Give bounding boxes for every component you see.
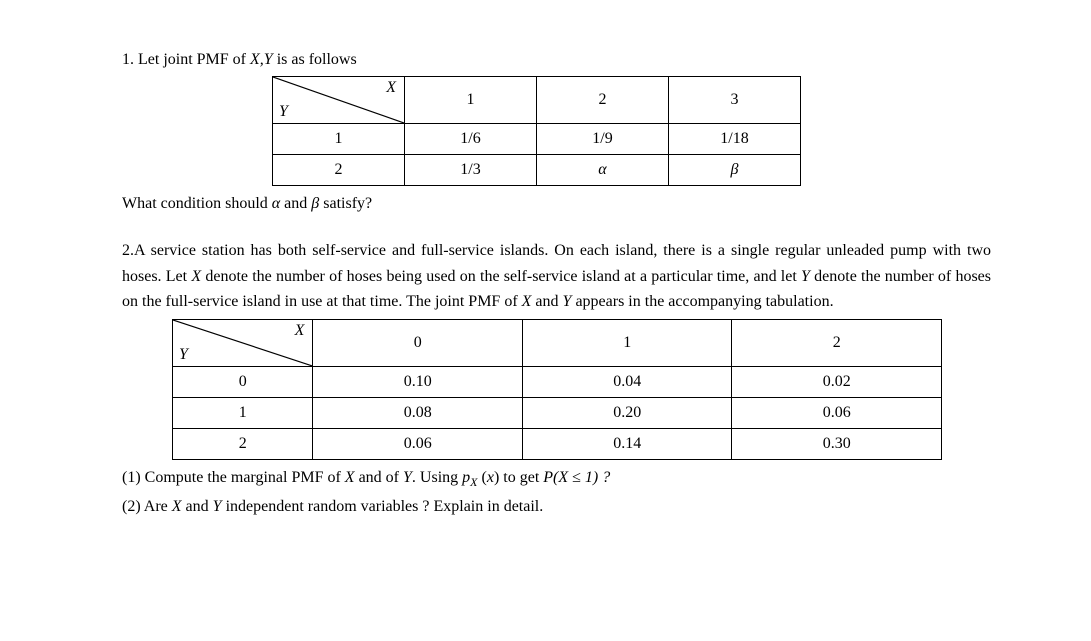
q2-intro-2: denote the number of hoses being used on… [201,268,801,285]
q2-p2-b: X [172,498,182,515]
q2-table: X Y 0 1 2 0 0.10 0.04 0.02 1 0.08 0.20 0… [172,319,942,460]
q2-row0-c0: 0.10 [313,366,523,397]
q2-p1-b: X [345,469,355,486]
q2-p1-a: (1) Compute the marginal PMF of [122,469,345,486]
q2-row2-y: 2 [173,428,313,459]
q2-row1-y: 1 [173,397,313,428]
q2-row2-c1: 0.14 [522,428,732,459]
q2-p1-px-x: x [487,469,494,486]
q2-row0-c1: 0.04 [522,366,732,397]
q1-prompt-prefix: 1. Let joint PMF of [122,51,250,68]
q2-row0-y: 0 [173,366,313,397]
diagonal-line-icon [273,77,404,123]
q1-row-0: 1 1/6 1/9 1/18 [273,124,801,155]
q1-header-row: X Y 1 2 3 [273,77,801,124]
q1-header-y: Y [279,103,288,121]
spacer [122,220,991,238]
q1-cond-suffix: satisfy? [319,195,372,212]
diagonal-line-icon [173,320,312,366]
q2-part1: (1) Compute the marginal PMF of X and of… [122,466,991,491]
q1-row0-y: 1 [273,124,405,155]
q1-diag-header: X Y [273,77,405,124]
q1-row1-c0: 1/3 [405,155,537,186]
q2-part2: (2) Are X and Y independent random varia… [122,495,991,519]
q2-intro-1: X [191,268,201,285]
q2-row0-c2: 0.02 [732,366,942,397]
q1-prompt-suffix: is as follows [273,51,357,68]
q2-intro-3: Y [801,268,810,285]
q2-x-level-0: 0 [313,319,523,366]
q1-cond-and: and [280,195,311,212]
q2-p1-px-open: ( [478,469,487,486]
q1-row0-c1: 1/9 [537,124,669,155]
q1-x-level-1: 2 [537,77,669,124]
q1-x-level-0: 1 [405,77,537,124]
q2-p1-c: and of [355,469,403,486]
q2-p2-a: (2) Are [122,498,172,515]
q2-diag-header: X Y [173,319,313,366]
q2-header-x: X [295,322,305,340]
q2-row-2: 2 0.06 0.14 0.30 [173,428,942,459]
q2-x-level-2: 2 [732,319,942,366]
q1-cond-alpha: α [272,195,280,212]
q2-row1-c0: 0.08 [313,397,523,428]
q2-p1-d: Y [403,469,412,486]
q2-intro-5: X [522,293,532,310]
q2-p1-px-p: p [462,469,470,486]
q2-row-0: 0 0.10 0.04 0.02 [173,366,942,397]
q2-row2-c2: 0.30 [732,428,942,459]
q2-row-1: 1 0.08 0.20 0.06 [173,397,942,428]
q1-prompt-vars: X,Y [250,51,273,68]
q2-p2-e: independent random variables ? Explain i… [222,498,544,515]
q2-p1-f: to get [503,469,543,486]
q2-row1-c1: 0.20 [522,397,732,428]
q1-condition: What condition should α and β satisfy? [122,192,991,216]
q2-header-row: X Y 0 1 2 [173,319,942,366]
q1-header-x: X [386,79,396,97]
q1-prompt: 1. Let joint PMF of X,Y is as follows [122,48,991,72]
q1-row0-c2: 1/18 [669,124,801,155]
q1-row0-c0: 1/6 [405,124,537,155]
q2-p1-e: . Using [412,469,462,486]
q2-header-y: Y [179,346,188,364]
q2-row2-c0: 0.06 [313,428,523,459]
q1-x-level-2: 3 [669,77,801,124]
q2-p1-px-sub: X [470,475,477,489]
q2-intro: 2.A service station has both self-servic… [122,238,991,315]
q2-intro-6: and [531,293,562,310]
q2-row1-c2: 0.06 [732,397,942,428]
q1-table: X Y 1 2 3 1 1/6 1/9 1/18 2 1/3 α β [272,76,801,186]
q2-p2-d: Y [213,498,222,515]
q2-intro-8: appears in the accompanying tabulation. [571,293,833,310]
page: 1. Let joint PMF of X,Y is as follows X … [0,0,1091,641]
q2-p1-px-close: ) [494,469,503,486]
q1-row1-c1: α [537,155,669,186]
q1-row-1: 2 1/3 α β [273,155,801,186]
q2-x-level-1: 1 [522,319,732,366]
q2-p2-c: and [182,498,213,515]
q1-cond-prefix: What condition should [122,195,272,212]
q2-p1-g: P(X ≤ 1) ? [543,469,610,486]
q1-row1-c2: β [669,155,801,186]
q1-row1-y: 2 [273,155,405,186]
